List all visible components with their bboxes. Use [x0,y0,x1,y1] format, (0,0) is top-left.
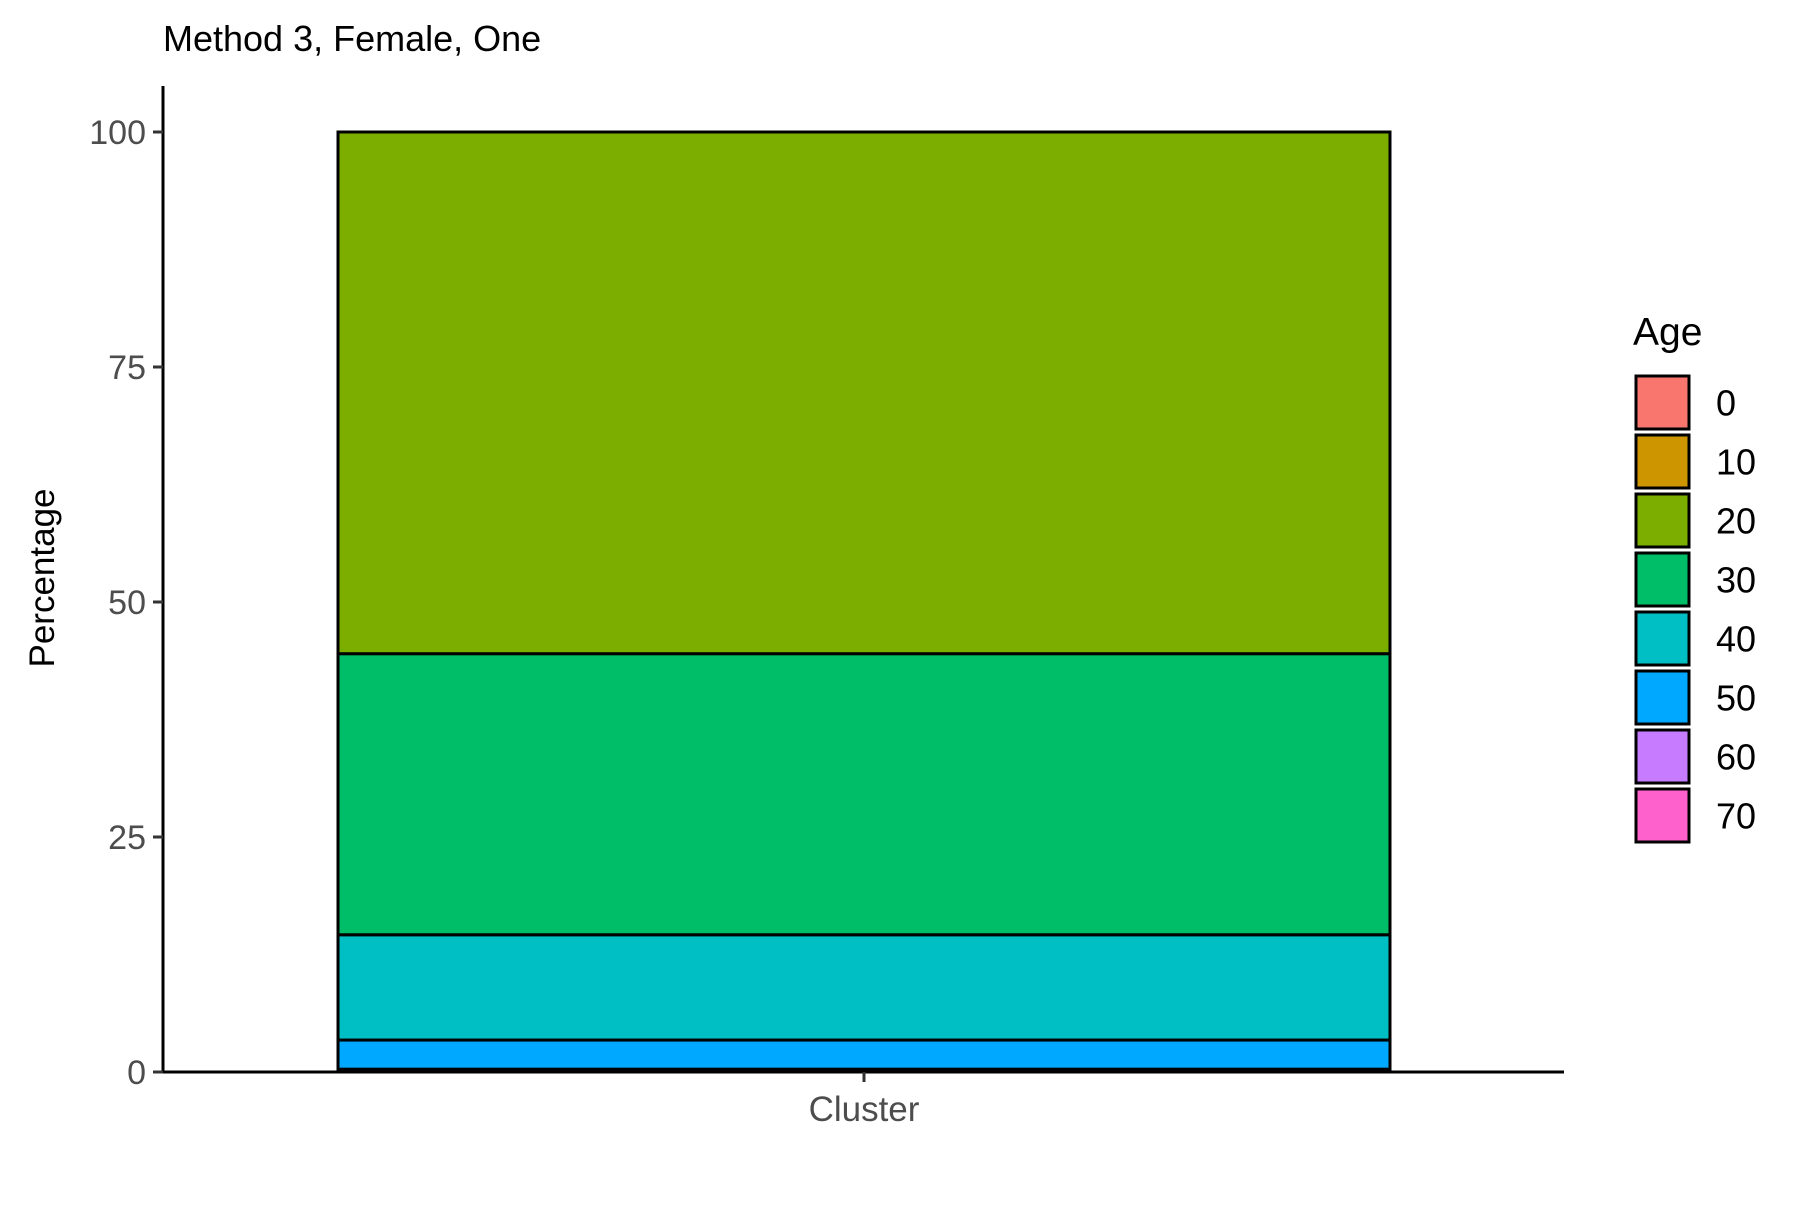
bar-segment-age-30 [336,652,1392,937]
legend-label-40: 40 [1716,619,1756,660]
legend-key-10 [1634,433,1691,490]
legend-title: Age [1633,311,1702,354]
legend-key-0 [1634,374,1691,431]
legend-label-70: 70 [1716,796,1756,837]
legend-key-50 [1634,669,1691,726]
y-tick-label-75: 75 [108,349,146,387]
bars-layer [336,130,1392,1074]
y-tick-label-50: 50 [108,584,146,622]
legend-label-20: 20 [1716,501,1756,542]
y-tick-label-0: 0 [127,1054,146,1092]
y-tick-label-25: 25 [108,819,146,857]
x-tick-label-cluster: Cluster [809,1090,920,1129]
chart-title: Method 3, Female, One [163,18,541,59]
legend-label-30: 30 [1716,560,1756,601]
legend-label-0: 0 [1716,383,1736,424]
legend-label-60: 60 [1716,737,1756,778]
legend-key-60 [1634,728,1691,785]
legend-key-70 [1634,787,1691,844]
legend: 0 10 20 30 40 50 60 70 [1634,374,1756,844]
bar-segment-age-20 [336,130,1392,656]
legend-label-10: 10 [1716,442,1756,483]
legend-key-40 [1634,610,1691,667]
y-axis-title: Percentage [23,488,62,667]
bar-segment-age-50 [336,1038,1392,1071]
legend-label-50: 50 [1716,678,1756,719]
legend-key-20 [1634,492,1691,549]
bar-segment-age-40 [336,933,1392,1042]
y-tick-label-100: 100 [89,114,146,152]
legend-key-30 [1634,551,1691,608]
axes-layer: 0 25 50 75 100 Cluster [89,86,1564,1129]
